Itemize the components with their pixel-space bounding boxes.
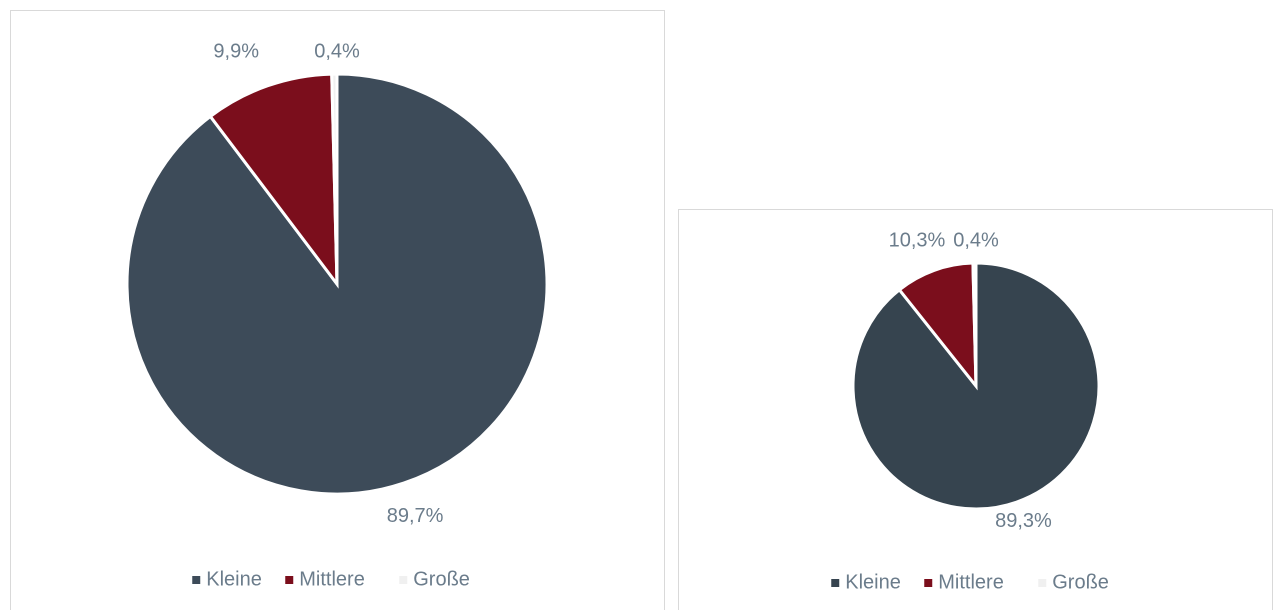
legend-label: Kleine — [206, 568, 262, 590]
pie-slice — [208, 72, 339, 289]
legend-label: Mittlere — [938, 571, 1004, 593]
legend-marker — [924, 579, 933, 587]
legend-label: Kleine — [845, 571, 901, 593]
pie-slice — [897, 261, 978, 391]
legend-marker — [399, 576, 408, 584]
pie-slice — [971, 261, 978, 387]
legend-label: Große — [413, 568, 470, 590]
legend-marker — [1038, 579, 1047, 587]
legend-label: Mittlere — [299, 568, 365, 590]
legend-marker — [285, 576, 294, 584]
data-label: 0,4% — [953, 229, 999, 251]
legend-marker — [831, 579, 840, 587]
data-label: 9,9% — [213, 40, 259, 62]
pie-slice — [330, 72, 339, 285]
data-label: 89,7% — [387, 505, 444, 527]
legend-marker — [192, 576, 201, 584]
data-label: 10,3% — [889, 229, 946, 251]
legend-label: Große — [1052, 571, 1109, 593]
data-label: 89,3% — [995, 510, 1052, 532]
data-label: 0,4% — [314, 40, 360, 62]
